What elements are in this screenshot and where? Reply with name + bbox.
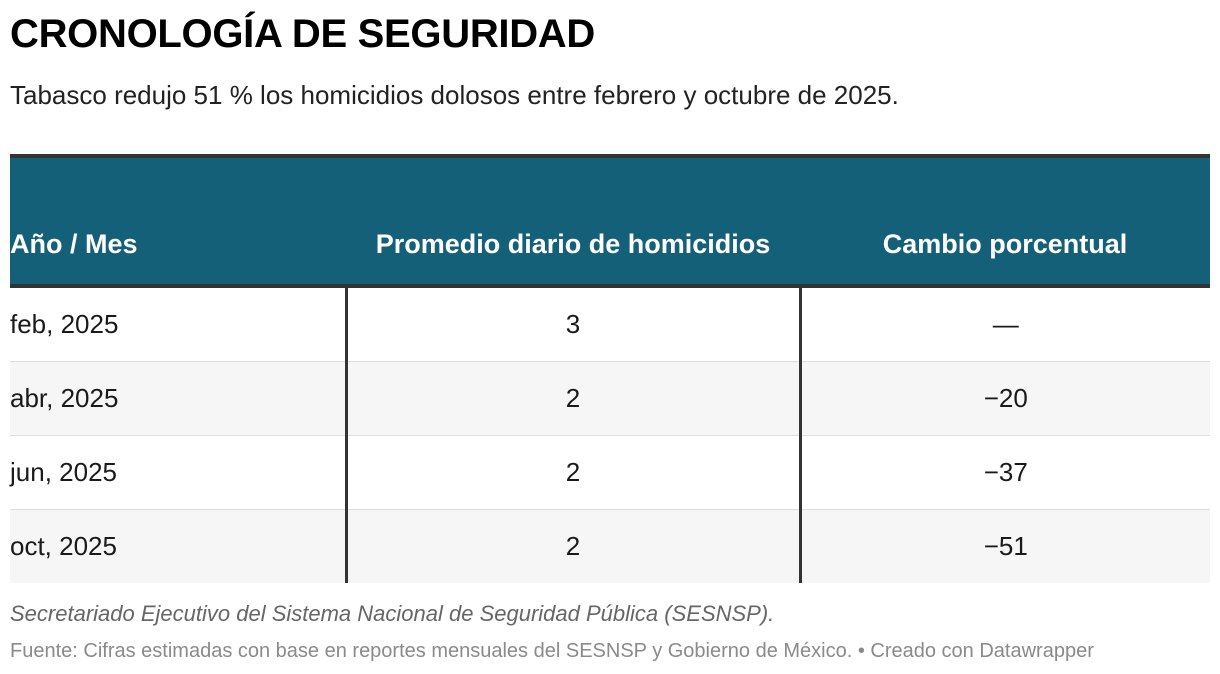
cell-percent-change: −37 — [798, 435, 1210, 510]
cell-percent-change: −20 — [798, 361, 1210, 436]
table-row: oct, 2025 2 −51 — [10, 509, 1210, 583]
column-header-percent-change[interactable]: Cambio porcentual — [800, 156, 1210, 286]
column-header-daily-average[interactable]: Promedio diario de homicidios — [346, 156, 800, 286]
cell-year-month: abr, 2025 — [10, 361, 346, 436]
table-row: feb, 2025 3 — — [10, 286, 1210, 362]
chart-subtitle: Tabasco redujo 51 % los homicidios dolos… — [10, 80, 899, 110]
chart-title: CRONOLOGÍA DE SEGURIDAD — [10, 12, 595, 56]
cell-year-month: jun, 2025 — [10, 457, 117, 487]
cell-daily-average: 2 — [344, 509, 800, 583]
cell-percent-change: −51 — [798, 509, 1210, 583]
cell-year-month: feb, 2025 — [10, 309, 119, 339]
cell-year-month: oct, 2025 — [10, 509, 346, 583]
cell-daily-average: 2 — [344, 361, 800, 436]
table-header-row: Año / Mes Promedio diario de homicidios … — [10, 156, 1210, 286]
data-table: Año / Mes Promedio diario de homicidios … — [10, 154, 1210, 583]
table-row: jun, 2025 2 −37 — [10, 435, 1210, 510]
cell-daily-average: 2 — [344, 435, 800, 510]
column-header-year-month[interactable]: Año / Mes — [10, 156, 346, 286]
table-row: abr, 2025 2 −20 — [10, 361, 1210, 436]
cell-daily-average: 3 — [344, 286, 800, 362]
chart-note: Secretariado Ejecutivo del Sistema Nacio… — [10, 601, 775, 626]
cell-percent-change: — — [798, 286, 1210, 362]
chart-source: Fuente: Cifras estimadas con base en rep… — [10, 640, 1094, 662]
